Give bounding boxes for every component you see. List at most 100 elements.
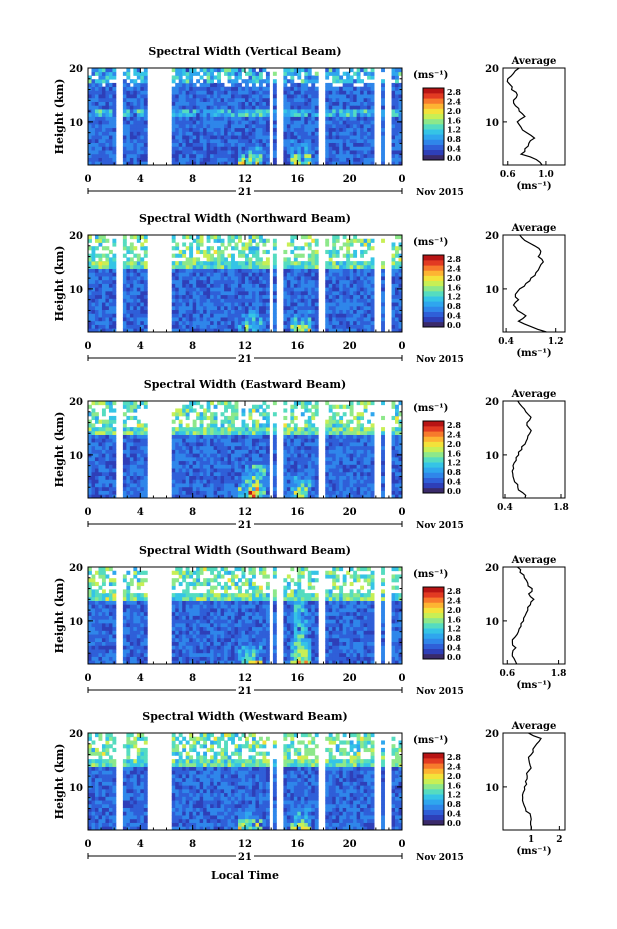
heatmap-cell bbox=[325, 157, 330, 162]
heatmap-cell bbox=[220, 317, 225, 322]
heatmap-cell bbox=[360, 142, 365, 147]
heatmap-cell bbox=[133, 464, 138, 469]
heatmap-cell bbox=[297, 464, 302, 469]
heatmap-cell bbox=[178, 120, 183, 125]
heatmap-cell bbox=[300, 109, 305, 114]
heatmap-cell bbox=[245, 471, 249, 477]
heatmap-cell bbox=[143, 261, 148, 266]
heatmap-cell bbox=[231, 471, 235, 477]
heatmap-cell bbox=[112, 298, 117, 303]
heatmap-cell bbox=[105, 135, 110, 140]
heatmap-cell bbox=[136, 475, 141, 480]
heatmap-cell bbox=[185, 157, 190, 162]
heatmap-cell bbox=[356, 313, 361, 318]
heatmap-cell bbox=[245, 490, 249, 495]
heatmap-cell bbox=[171, 94, 176, 99]
heatmap-cell bbox=[370, 294, 375, 299]
heatmap-cell bbox=[122, 309, 127, 314]
heatmap-cell bbox=[206, 142, 211, 147]
heatmap-cell bbox=[122, 449, 127, 454]
heatmap-cell bbox=[224, 131, 228, 136]
month-label: Nov 2015 bbox=[416, 188, 464, 198]
heatmap-cell bbox=[363, 242, 368, 247]
heatmap-cell bbox=[262, 146, 267, 151]
heatmap-cell bbox=[353, 317, 358, 322]
heatmap-cell bbox=[297, 283, 302, 288]
heatmap-cell bbox=[203, 460, 208, 465]
heatmap-cell bbox=[94, 276, 99, 281]
heatmap-cell bbox=[213, 324, 218, 329]
heatmap-cell bbox=[241, 86, 246, 91]
heatmap-cell bbox=[349, 287, 354, 292]
heatmap-cell bbox=[91, 423, 96, 428]
colorbar-tick-label: 0.4 bbox=[447, 311, 461, 321]
heatmap-cell bbox=[203, 253, 208, 258]
heatmap-cell bbox=[171, 97, 176, 102]
heatmap-cell bbox=[199, 494, 204, 499]
heatmap-cell bbox=[203, 161, 208, 166]
heatmap-cell bbox=[210, 157, 214, 162]
heatmap-cell bbox=[196, 157, 201, 162]
heatmap-cell bbox=[349, 272, 354, 277]
heatmap-cell bbox=[175, 408, 180, 413]
heatmap-cell bbox=[297, 268, 302, 273]
heatmap-cell bbox=[241, 79, 246, 84]
heatmap-cell bbox=[185, 427, 190, 432]
heatmap-cell bbox=[185, 131, 190, 136]
heatmap-cell bbox=[328, 438, 333, 443]
heatmap-cell bbox=[248, 415, 253, 421]
heatmap-cell bbox=[105, 434, 110, 439]
heatmap-cell bbox=[220, 305, 225, 311]
heatmap-cell bbox=[178, 86, 183, 91]
heatmap-cell bbox=[210, 287, 214, 292]
heatmap-cell bbox=[325, 116, 330, 121]
heatmap-cell bbox=[398, 153, 403, 158]
heatmap-cell bbox=[98, 138, 103, 144]
heatmap-cell bbox=[136, 298, 141, 303]
heatmap-cell bbox=[342, 101, 347, 106]
heatmap-cell bbox=[175, 483, 180, 488]
heatmap-cell bbox=[283, 445, 288, 450]
heatmap-cell bbox=[227, 486, 232, 491]
heatmap-cell bbox=[262, 445, 267, 450]
heatmap-cell bbox=[391, 138, 396, 144]
heatmap-cell bbox=[258, 468, 263, 473]
heatmap-cell bbox=[286, 279, 291, 284]
heatmap-cell bbox=[245, 279, 249, 284]
heatmap-cell bbox=[199, 272, 204, 277]
heatmap-cell bbox=[178, 486, 183, 491]
heatmap-cell bbox=[290, 475, 295, 480]
heatmap-cell bbox=[189, 79, 194, 84]
heatmap-cell bbox=[192, 449, 197, 454]
heatmap-cell bbox=[360, 313, 365, 318]
heatmap-cell bbox=[367, 320, 371, 325]
heatmap-cell bbox=[251, 279, 256, 284]
heatmap-cell bbox=[178, 479, 183, 484]
heatmap-cell bbox=[255, 283, 260, 288]
heatmap-cell bbox=[178, 135, 183, 140]
heatmap-cell bbox=[342, 294, 347, 299]
heatmap-cell bbox=[231, 276, 235, 281]
heatmap-cell bbox=[126, 294, 131, 299]
heatmap-cell bbox=[398, 272, 403, 277]
heatmap-cell bbox=[311, 415, 316, 421]
heatmap-cell bbox=[175, 449, 180, 454]
heatmap-cell bbox=[143, 302, 148, 307]
heatmap-cell bbox=[94, 324, 99, 329]
heatmap-cell bbox=[217, 434, 221, 439]
heatmap-cell bbox=[314, 120, 319, 125]
heatmap-cell bbox=[328, 86, 333, 91]
heatmap-cell bbox=[346, 294, 351, 299]
heatmap-cell bbox=[91, 313, 96, 318]
heatmap-cell bbox=[349, 150, 354, 155]
heatmap-cell bbox=[227, 131, 232, 136]
heatmap-cell bbox=[136, 290, 141, 296]
heatmap-cell bbox=[185, 486, 190, 491]
heatmap-cell bbox=[171, 486, 176, 491]
heatmap-cell bbox=[328, 264, 333, 269]
heatmap-cell bbox=[290, 328, 295, 333]
heatmap-cell bbox=[314, 408, 319, 413]
heatmap-cell bbox=[346, 253, 351, 258]
heatmap-cell bbox=[199, 328, 204, 333]
heatmap-cell bbox=[108, 153, 113, 158]
